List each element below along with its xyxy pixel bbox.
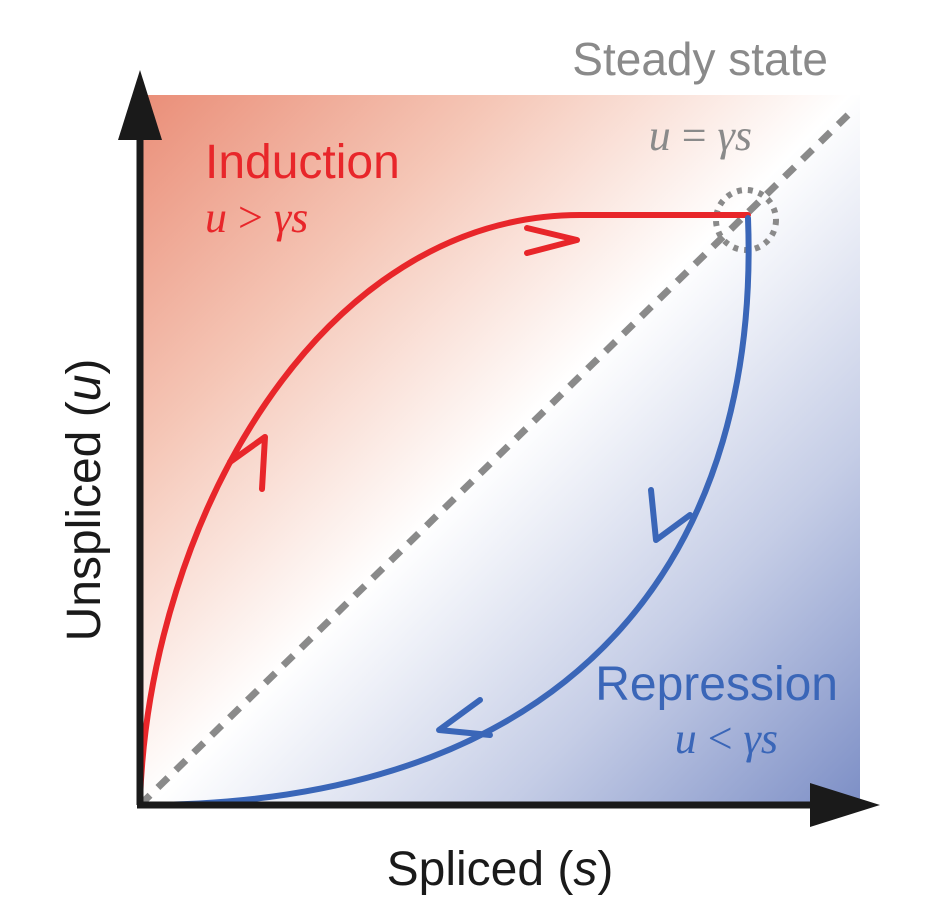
induction-arrowhead-lower xyxy=(227,434,268,492)
repression-arrowhead-upper xyxy=(648,487,693,543)
repression-label: Repression xyxy=(595,658,838,711)
repression-condition: u < γs xyxy=(675,714,778,763)
induction-curve xyxy=(137,212,751,803)
induction-label: Induction xyxy=(205,136,400,189)
induction-condition: u > γs xyxy=(205,193,308,242)
y-axis-arrowhead xyxy=(118,70,162,140)
y-axis-label: Unspliced (u) xyxy=(58,359,111,642)
induction-arrowhead-upper xyxy=(524,225,580,256)
repression-arrowhead-lower xyxy=(436,697,493,738)
x-axis-label: Spliced (s) xyxy=(387,843,614,896)
steady-state-equation: u = γs xyxy=(649,111,752,160)
repression-curve xyxy=(137,215,752,808)
steady-state-title: Steady state xyxy=(572,33,828,85)
x-axis-arrowhead xyxy=(810,783,880,827)
